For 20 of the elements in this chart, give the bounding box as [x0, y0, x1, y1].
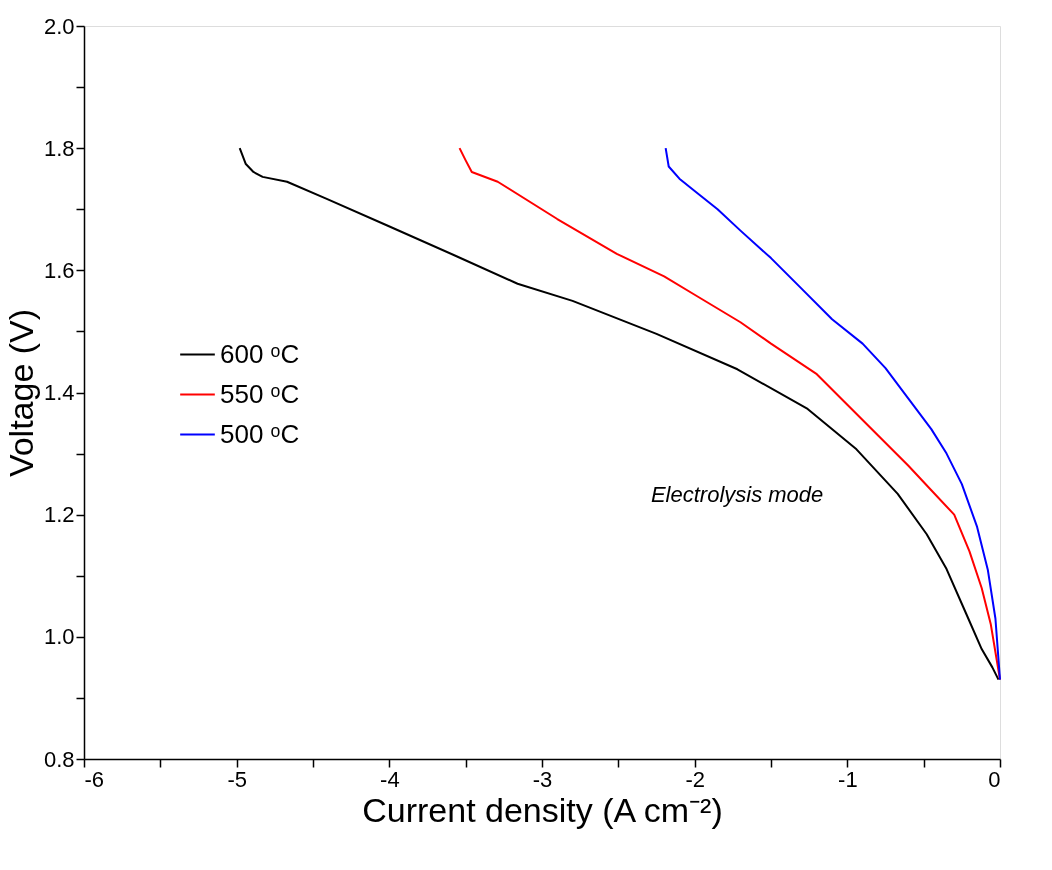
legend-label: 500 ᵒC	[220, 418, 300, 449]
x-tick-label: -2	[685, 766, 705, 792]
x-tick-label: 0	[988, 766, 1001, 792]
x-tick-label: -5	[227, 766, 247, 792]
y-tick-label: 1.2	[43, 502, 75, 528]
y-tick-label: 1.0	[43, 624, 75, 650]
x-tick-label: -3	[532, 766, 553, 792]
y-tick-label: 0.8	[43, 746, 75, 772]
y-tick-label: 1.4	[43, 380, 75, 405]
x-axis-title: Current density (A cm⁻²)	[362, 790, 723, 829]
x-tick-label: -1	[838, 766, 858, 792]
legend-label: 550 ᵒC	[220, 378, 300, 409]
annotation: Electrolysis mode	[650, 482, 824, 508]
y-tick-label: 1.6	[43, 257, 75, 283]
y-tick-label: 2.0	[43, 13, 75, 39]
x-tick-label: -4	[380, 766, 400, 792]
y-axis-title: Voltage (V)	[1, 308, 40, 478]
y-tick-label: 1.8	[43, 135, 75, 161]
legend-label: 600 ᵒC	[220, 338, 300, 369]
x-tick-label: -6	[84, 766, 105, 792]
